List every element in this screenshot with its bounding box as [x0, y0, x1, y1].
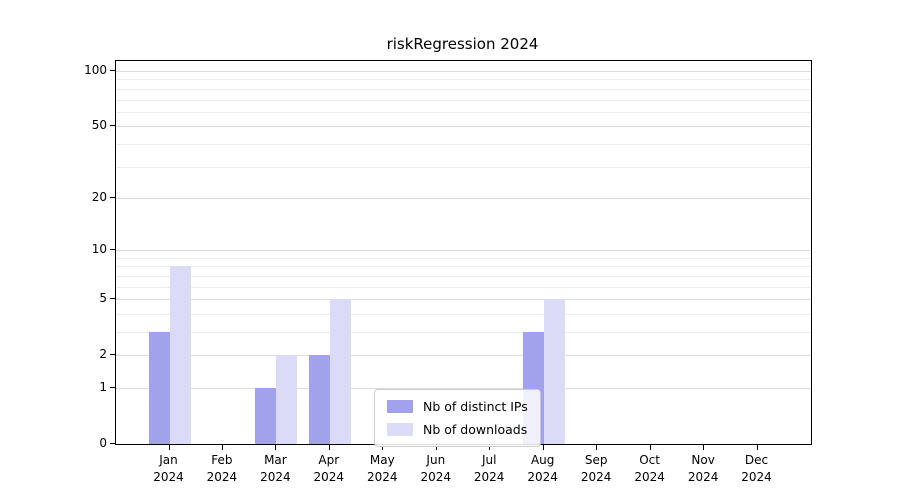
legend-swatch-distinct-ips — [387, 400, 413, 413]
x-tick-mark — [542, 445, 544, 450]
gridline-major — [116, 355, 811, 357]
x-tick-label: Jul 2024 — [473, 453, 505, 484]
x-tick-label: May 2024 — [367, 453, 398, 484]
x-tick-label: Nov 2024 — [687, 453, 719, 484]
legend-label-distinct-ips: Nb of distinct IPs — [423, 399, 528, 414]
bar-distinct-ips — [255, 388, 277, 444]
x-tick-label: Dec 2024 — [741, 453, 772, 484]
x-tick-mark — [596, 445, 598, 450]
y-tick-label: 100 — [84, 63, 107, 77]
y-tick-label: 2 — [99, 347, 107, 362]
gridline-minor — [116, 88, 811, 90]
chart-title: riskRegression 2024 — [386, 35, 539, 53]
bar-downloads — [329, 299, 351, 444]
x-tick-label: Mar 2024 — [260, 453, 291, 484]
x-tick-mark — [489, 445, 491, 450]
y-tick-mark — [110, 298, 115, 300]
gridline-minor — [116, 286, 811, 288]
y-tick-mark — [110, 443, 115, 444]
legend: Nb of distinct IPs Nb of downloads — [374, 389, 541, 447]
y-tick-label: 20 — [91, 189, 107, 204]
legend-entry-distinct-ips: Nb of distinct IPs — [387, 399, 528, 414]
legend-swatch-downloads — [387, 423, 413, 436]
x-tick-mark — [756, 445, 758, 450]
x-tick-label: Feb 2024 — [206, 453, 238, 484]
gridline-major — [116, 197, 811, 199]
gridline-minor — [116, 111, 811, 113]
gridline-minor — [116, 143, 811, 145]
x-tick-label: Aug 2024 — [527, 453, 558, 484]
gridline-minor — [116, 79, 811, 81]
gridline-minor — [116, 99, 811, 101]
bar-downloads — [543, 299, 565, 444]
gridline-minor — [116, 313, 811, 315]
legend-entry-downloads: Nb of downloads — [387, 422, 528, 437]
y-tick-mark — [110, 125, 115, 127]
x-tick-label: Apr 2024 — [313, 453, 345, 484]
y-tick-label: 0 — [99, 436, 107, 450]
y-tick-mark — [110, 387, 115, 388]
x-tick-mark — [275, 445, 277, 450]
x-tick-label: Jun 2024 — [420, 453, 452, 484]
x-tick-mark — [703, 445, 705, 450]
gridline-major — [116, 126, 811, 128]
y-tick-mark — [110, 249, 115, 251]
y-tick-label: 10 — [91, 242, 107, 257]
y-tick-mark — [110, 354, 115, 356]
x-tick-mark — [221, 445, 223, 450]
y-tick-mark — [110, 70, 115, 71]
y-tick-label: 5 — [99, 291, 107, 306]
gridline-major — [116, 250, 811, 252]
x-tick-mark — [435, 445, 437, 450]
gridline-minor — [116, 275, 811, 277]
plot-area: Nb of distinct IPs Nb of downloads — [115, 60, 812, 447]
gridline-minor — [116, 332, 811, 333]
bar-downloads — [276, 355, 298, 444]
y-tick-mark — [110, 196, 115, 198]
bar-distinct-ips — [308, 355, 330, 444]
gridline-minor — [116, 166, 811, 168]
x-tick-label: Oct 2024 — [634, 453, 665, 484]
x-tick-mark — [168, 445, 170, 450]
y-tick-label: 1 — [99, 380, 107, 394]
legend-label-downloads: Nb of downloads — [423, 422, 528, 437]
bar-downloads — [169, 266, 191, 444]
x-tick-mark — [649, 445, 651, 450]
x-tick-label: Jan 2024 — [153, 453, 184, 484]
gridline-major — [116, 71, 811, 72]
x-tick-mark — [382, 445, 384, 450]
y-tick-label: 50 — [91, 118, 107, 133]
x-tick-label: Sep 2024 — [580, 453, 612, 484]
bar-distinct-ips — [148, 332, 170, 444]
gridline-major — [116, 388, 811, 389]
gridline-major — [116, 299, 811, 301]
x-tick-mark — [328, 445, 330, 450]
gridline-minor — [116, 266, 811, 268]
gridline-minor — [116, 257, 811, 259]
